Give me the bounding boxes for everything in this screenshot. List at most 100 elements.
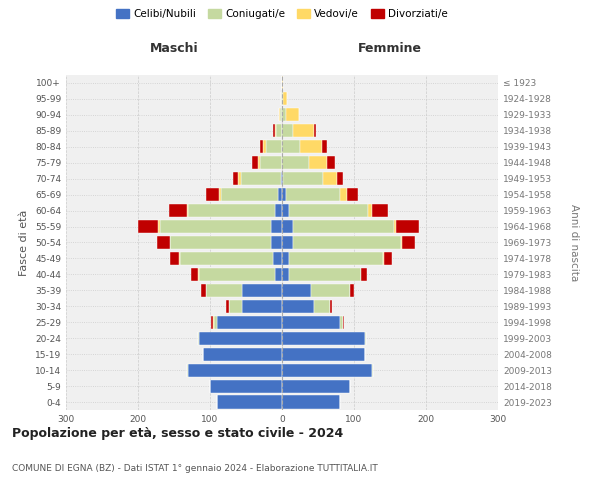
Bar bbox=[275, 204, 282, 217]
Bar bbox=[138, 220, 158, 233]
Bar bbox=[282, 380, 350, 392]
Bar bbox=[263, 140, 266, 153]
Bar bbox=[289, 268, 361, 281]
Bar bbox=[293, 236, 401, 249]
Bar bbox=[282, 76, 283, 90]
Bar bbox=[199, 332, 282, 345]
Bar bbox=[282, 236, 293, 249]
Bar bbox=[266, 140, 282, 153]
Bar bbox=[170, 236, 271, 249]
Bar bbox=[179, 252, 180, 265]
Bar bbox=[274, 252, 282, 265]
Bar bbox=[282, 316, 340, 329]
Bar bbox=[253, 156, 258, 170]
Bar bbox=[282, 364, 372, 376]
Bar bbox=[271, 236, 282, 249]
Bar bbox=[281, 92, 282, 106]
Bar bbox=[187, 204, 188, 217]
Bar bbox=[286, 188, 340, 201]
Bar bbox=[217, 316, 282, 329]
Bar bbox=[282, 268, 289, 281]
Text: Maschi: Maschi bbox=[149, 42, 199, 55]
Bar bbox=[286, 108, 299, 122]
Bar bbox=[347, 188, 358, 201]
Bar bbox=[188, 204, 275, 217]
Bar bbox=[282, 332, 365, 345]
Bar bbox=[275, 268, 282, 281]
Bar bbox=[372, 204, 388, 217]
Bar bbox=[337, 172, 343, 185]
Bar bbox=[282, 252, 289, 265]
Bar bbox=[203, 348, 282, 360]
Bar bbox=[258, 156, 260, 170]
Bar bbox=[169, 204, 187, 217]
Bar bbox=[191, 268, 199, 281]
Bar bbox=[229, 300, 242, 313]
Bar bbox=[242, 300, 282, 313]
Bar bbox=[274, 124, 275, 138]
Bar bbox=[283, 172, 323, 185]
Bar bbox=[282, 300, 314, 313]
Bar bbox=[368, 204, 372, 217]
Bar bbox=[293, 220, 394, 233]
Bar bbox=[170, 252, 179, 265]
Bar bbox=[281, 172, 282, 185]
Bar bbox=[206, 284, 242, 297]
Bar bbox=[278, 188, 282, 201]
Bar bbox=[300, 140, 322, 153]
Bar bbox=[241, 172, 281, 185]
Bar bbox=[188, 364, 282, 376]
Text: Popolazione per età, sesso e stato civile - 2024: Popolazione per età, sesso e stato civil… bbox=[12, 428, 343, 440]
Bar bbox=[282, 108, 286, 122]
Bar bbox=[289, 204, 368, 217]
Bar bbox=[199, 268, 275, 281]
Bar bbox=[282, 348, 365, 360]
Bar bbox=[226, 300, 229, 313]
Bar bbox=[365, 332, 366, 345]
Text: Femmine: Femmine bbox=[358, 42, 422, 55]
Bar bbox=[330, 300, 332, 313]
Bar bbox=[276, 124, 282, 138]
Bar bbox=[158, 220, 160, 233]
Bar bbox=[279, 108, 280, 122]
Bar bbox=[214, 316, 217, 329]
Bar bbox=[322, 140, 328, 153]
Bar bbox=[372, 364, 373, 376]
Bar bbox=[238, 172, 241, 185]
Y-axis label: Anni di nascita: Anni di nascita bbox=[569, 204, 579, 281]
Bar bbox=[310, 156, 328, 170]
Legend: Celibi/Nubili, Coniugati/e, Vedovi/e, Divorziati/e: Celibi/Nubili, Coniugati/e, Vedovi/e, Di… bbox=[112, 5, 452, 24]
Bar bbox=[280, 108, 282, 122]
Bar bbox=[343, 316, 344, 329]
Bar bbox=[282, 156, 310, 170]
Bar bbox=[394, 220, 396, 233]
Bar bbox=[187, 364, 188, 376]
Bar bbox=[218, 188, 221, 201]
Bar bbox=[350, 284, 354, 297]
Bar bbox=[282, 172, 283, 185]
Bar bbox=[311, 284, 350, 297]
Bar bbox=[314, 300, 330, 313]
Bar bbox=[283, 92, 287, 106]
Bar bbox=[217, 396, 282, 408]
Bar bbox=[198, 332, 199, 345]
Bar bbox=[206, 188, 218, 201]
Bar bbox=[282, 124, 293, 138]
Bar bbox=[402, 236, 415, 249]
Bar bbox=[282, 188, 286, 201]
Text: COMUNE DI EGNA (BZ) - Dati ISTAT 1° gennaio 2024 - Elaborazione TUTTITALIA.IT: COMUNE DI EGNA (BZ) - Dati ISTAT 1° genn… bbox=[12, 464, 378, 473]
Bar bbox=[275, 124, 276, 138]
Bar bbox=[221, 188, 278, 201]
Bar bbox=[180, 252, 274, 265]
Bar bbox=[210, 380, 282, 392]
Bar bbox=[282, 92, 283, 106]
Bar bbox=[213, 316, 214, 329]
Bar bbox=[396, 220, 419, 233]
Bar bbox=[242, 284, 282, 297]
Bar bbox=[293, 124, 314, 138]
Y-axis label: Fasce di età: Fasce di età bbox=[19, 210, 29, 276]
Bar bbox=[361, 268, 367, 281]
Bar bbox=[157, 236, 170, 249]
Bar bbox=[260, 156, 282, 170]
Bar bbox=[289, 252, 383, 265]
